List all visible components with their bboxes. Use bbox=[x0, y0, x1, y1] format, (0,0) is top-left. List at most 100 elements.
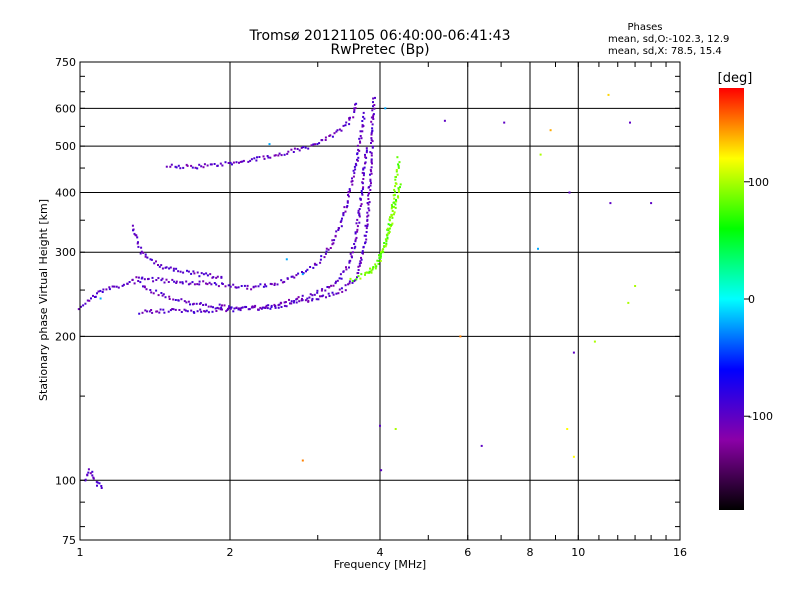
trace-point bbox=[367, 207, 370, 210]
trace-point bbox=[354, 162, 357, 165]
trace-point bbox=[382, 248, 385, 251]
isolated-point bbox=[503, 121, 506, 124]
trace-point bbox=[365, 271, 368, 274]
trace-point bbox=[365, 151, 368, 154]
trace-point bbox=[323, 256, 326, 259]
trace-point bbox=[353, 165, 356, 168]
isolated-point bbox=[607, 93, 610, 96]
trace-point bbox=[397, 166, 400, 169]
trace-point bbox=[141, 311, 144, 314]
isolated-point bbox=[629, 121, 631, 124]
trace-point bbox=[397, 190, 400, 193]
trace-point bbox=[206, 283, 209, 286]
trace-point bbox=[235, 286, 238, 289]
trace-point bbox=[322, 294, 325, 297]
trace-point bbox=[366, 215, 369, 218]
trace-point bbox=[354, 107, 357, 110]
trace-point bbox=[363, 234, 366, 237]
trace-point bbox=[161, 267, 164, 270]
trace-point bbox=[291, 275, 294, 278]
trace-point bbox=[345, 266, 347, 269]
trace-point bbox=[158, 265, 161, 268]
trace-point bbox=[216, 164, 219, 167]
trace-point bbox=[388, 232, 390, 235]
trace-point bbox=[115, 285, 118, 288]
trace-point bbox=[212, 276, 215, 279]
trace-point bbox=[341, 290, 344, 293]
trace-point bbox=[345, 206, 348, 209]
trace-point bbox=[381, 251, 384, 254]
trace-point bbox=[206, 274, 209, 277]
trace-point bbox=[347, 195, 350, 198]
trace-point bbox=[348, 123, 351, 126]
trace-point bbox=[368, 209, 371, 212]
trace-point bbox=[312, 143, 315, 146]
trace-point bbox=[89, 472, 92, 475]
trace-point bbox=[150, 291, 153, 294]
trace-point bbox=[319, 261, 322, 264]
trace-point bbox=[373, 104, 376, 106]
trace-point bbox=[235, 161, 238, 164]
trace-point bbox=[365, 238, 368, 241]
trace-point bbox=[357, 272, 360, 274]
trace-point bbox=[200, 310, 203, 313]
trace-point bbox=[388, 218, 391, 221]
trace-point bbox=[316, 291, 319, 294]
trace-point bbox=[298, 300, 301, 303]
trace-point bbox=[329, 134, 332, 137]
trace-point bbox=[366, 218, 369, 221]
trace-point bbox=[379, 255, 382, 258]
trace-point bbox=[357, 148, 360, 151]
trace-point bbox=[139, 252, 142, 255]
trace-point bbox=[126, 282, 129, 285]
trace-point bbox=[363, 166, 366, 169]
trace-point bbox=[288, 298, 290, 301]
trace-point bbox=[155, 289, 158, 292]
trace-point bbox=[369, 168, 372, 171]
trace-point bbox=[82, 304, 85, 307]
trace-point bbox=[368, 271, 371, 274]
trace-point bbox=[247, 308, 250, 311]
trace-point bbox=[397, 196, 400, 199]
trace-point bbox=[193, 283, 196, 286]
trace-point bbox=[358, 221, 361, 224]
trace-point bbox=[357, 275, 360, 278]
grid-lines bbox=[80, 62, 680, 540]
trace-point bbox=[269, 156, 272, 159]
trace-point bbox=[364, 234, 367, 237]
y-tick-label: 75 bbox=[62, 534, 76, 547]
trace-point bbox=[305, 270, 307, 273]
trace-point bbox=[371, 268, 374, 271]
trace-point bbox=[351, 177, 353, 180]
trace-point bbox=[395, 199, 397, 201]
trace-point bbox=[86, 474, 89, 477]
trace-point bbox=[199, 308, 202, 311]
trace-point bbox=[347, 191, 350, 194]
trace-point bbox=[216, 306, 219, 309]
trace-point bbox=[392, 194, 395, 197]
trace-point bbox=[370, 158, 373, 161]
trace-point bbox=[170, 163, 173, 166]
trace-point bbox=[334, 234, 337, 237]
trace-point bbox=[220, 306, 223, 309]
trace-point bbox=[316, 289, 319, 292]
trace-point bbox=[198, 275, 201, 278]
trace-point bbox=[308, 296, 311, 299]
trace-point bbox=[340, 219, 343, 222]
trace-point bbox=[368, 270, 371, 273]
trace-point bbox=[340, 287, 343, 290]
trace-point bbox=[328, 295, 331, 297]
trace-point bbox=[358, 149, 361, 152]
trace-point bbox=[312, 266, 315, 269]
trace-point bbox=[137, 276, 140, 279]
trace-point bbox=[368, 191, 370, 194]
trace-point bbox=[179, 270, 182, 273]
trace-point bbox=[215, 283, 218, 286]
trace-point bbox=[394, 178, 397, 181]
trace-point bbox=[229, 285, 232, 288]
trace-point bbox=[306, 297, 309, 300]
trace-point bbox=[340, 277, 343, 280]
trace-point bbox=[355, 278, 358, 281]
trace-point bbox=[173, 280, 176, 283]
isolated-point bbox=[634, 285, 637, 287]
